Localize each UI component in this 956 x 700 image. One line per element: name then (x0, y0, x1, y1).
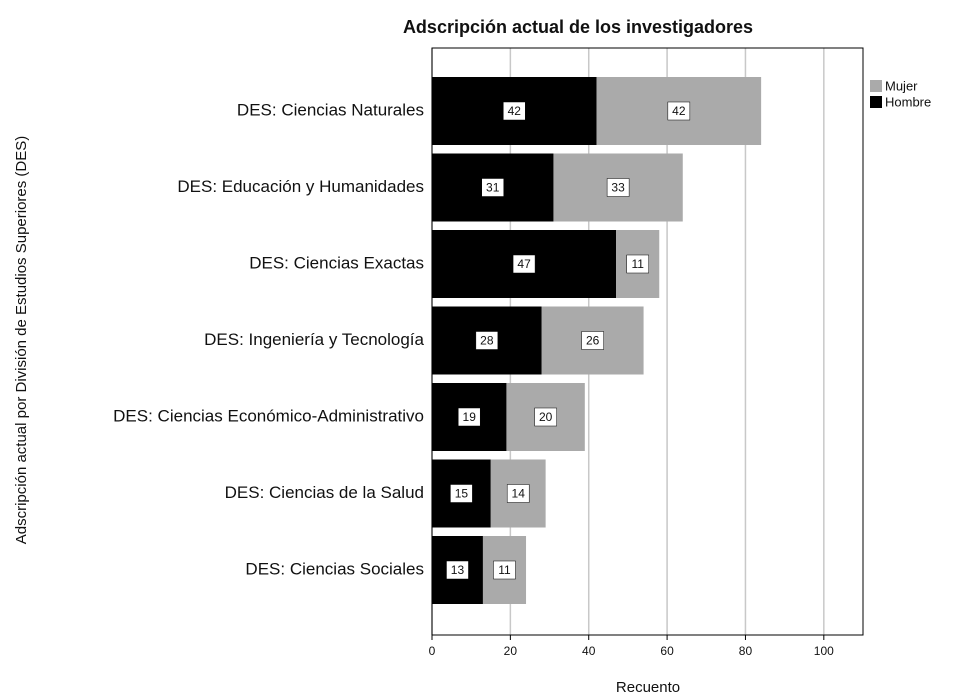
data-label: 11 (498, 563, 511, 577)
data-label: 42 (672, 104, 686, 118)
data-label: 15 (455, 487, 469, 501)
data-label: 13 (451, 563, 465, 577)
y-tick-label: DES: Ingeniería y Tecnología (204, 330, 424, 349)
data-label-box (534, 407, 557, 427)
x-tick-label: 0 (429, 644, 436, 658)
data-label-box (457, 407, 481, 427)
x-tick-label: 20 (504, 644, 518, 658)
data-label-box (475, 331, 499, 350)
data-label-box (503, 101, 526, 121)
data-label: 20 (539, 410, 553, 424)
data-label-box (606, 178, 630, 197)
data-label-box (512, 254, 536, 274)
data-label-box (446, 560, 469, 580)
data-label: 11 (631, 257, 644, 271)
data-label: 28 (480, 334, 494, 348)
x-axis-label: Recuento (616, 679, 680, 696)
legend-label: Hombre (885, 94, 931, 109)
chart-title: Adscripción actual de los investigadores (403, 17, 753, 37)
legend-swatch (870, 80, 882, 92)
y-tick-label: DES: Ciencias Económico-Administrativo (113, 406, 424, 425)
data-label-box (493, 560, 516, 580)
y-axis-label: Adscripción actual por División de Estud… (13, 136, 30, 545)
y-tick-label: DES: Educación y Humanidades (177, 177, 424, 196)
data-label-box (581, 331, 604, 350)
data-label-box (667, 101, 691, 121)
y-tick-label: DES: Ciencias de la Salud (225, 483, 424, 502)
data-label-box (626, 254, 649, 274)
legend-swatch (870, 96, 882, 108)
data-label-box (506, 484, 530, 503)
data-label: 26 (586, 334, 600, 348)
data-label: 14 (512, 487, 526, 501)
data-label: 42 (508, 104, 522, 118)
data-label: 19 (463, 410, 477, 424)
data-label-box (450, 484, 473, 503)
x-tick-label: 100 (814, 644, 834, 658)
legend-label: Mujer (885, 78, 918, 93)
y-tick-label: DES: Ciencias Naturales (237, 100, 424, 119)
data-label: 31 (486, 181, 500, 195)
x-tick-label: 80 (739, 644, 753, 658)
x-tick-label: 40 (582, 644, 596, 658)
y-tick-label: DES: Ciencias Exactas (249, 253, 424, 272)
x-tick-label: 60 (660, 644, 674, 658)
data-label: 33 (611, 181, 625, 195)
data-label: 47 (517, 257, 531, 271)
y-tick-label: DES: Ciencias Sociales (245, 559, 424, 578)
data-label-box (481, 178, 504, 197)
